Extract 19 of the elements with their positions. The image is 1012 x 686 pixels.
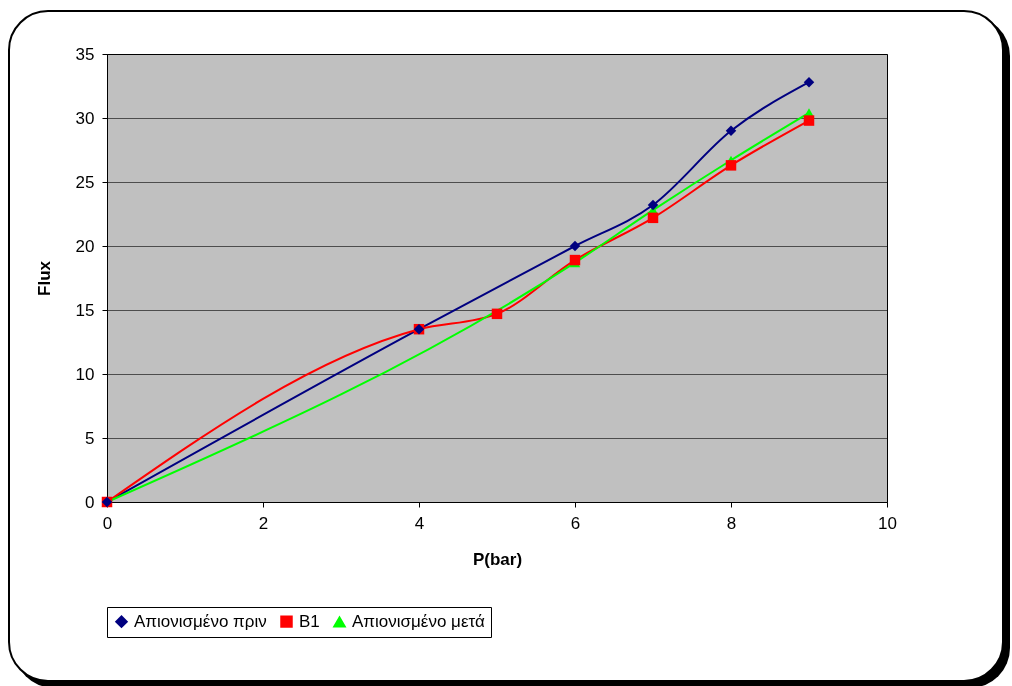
y-tick-label: 15 bbox=[75, 300, 95, 320]
y-axis-title: Flux bbox=[34, 260, 54, 296]
x-tick-label: 0 bbox=[102, 513, 113, 533]
y-tick-label: 35 bbox=[75, 44, 95, 64]
y-tick-label: 5 bbox=[85, 428, 95, 448]
x-tick-label: 10 bbox=[878, 513, 897, 533]
legend-label: Απιονισμένο μετά bbox=[352, 611, 485, 631]
y-tick-label: 0 bbox=[85, 492, 95, 512]
y-tick-label: 10 bbox=[75, 364, 95, 384]
y-tick-label: 25 bbox=[75, 172, 95, 192]
x-tick-label: 6 bbox=[570, 513, 581, 533]
legend-label: Απιονισμένο πριν bbox=[134, 611, 267, 631]
x-tick-label: 2 bbox=[258, 513, 269, 533]
x-tick-label: 8 bbox=[726, 513, 737, 533]
legend-label: B1 bbox=[299, 611, 320, 631]
x-tick-label: 4 bbox=[414, 513, 425, 533]
y-tick-label: 30 bbox=[75, 108, 95, 128]
x-axis-title: P(bar) bbox=[472, 549, 523, 569]
y-tick-label: 20 bbox=[75, 236, 95, 256]
